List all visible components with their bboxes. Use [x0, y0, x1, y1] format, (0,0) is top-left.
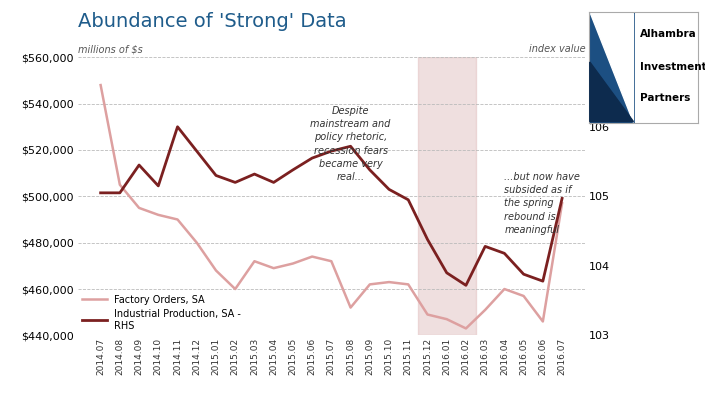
Text: index value: index value: [529, 45, 585, 54]
Text: Alhambra: Alhambra: [640, 29, 697, 39]
Text: Investment: Investment: [640, 63, 705, 72]
FancyBboxPatch shape: [589, 12, 634, 123]
Legend: Factory Orders, SA, Industrial Production, SA -
RHS: Factory Orders, SA, Industrial Productio…: [82, 295, 241, 330]
Text: millions of $s: millions of $s: [78, 45, 142, 54]
Text: ...but now have
subsided as if
the spring
rebound is
meaningful: ...but now have subsided as if the sprin…: [504, 172, 580, 235]
Polygon shape: [590, 13, 634, 121]
Text: Partners: Partners: [640, 93, 690, 103]
Text: Abundance of 'Strong' Data: Abundance of 'Strong' Data: [78, 12, 346, 31]
Text: Despite
mainstream and
policy rhetoric,
recession fears
became very
real...: Despite mainstream and policy rhetoric, …: [310, 106, 391, 182]
Bar: [418, 57, 476, 335]
Polygon shape: [590, 62, 634, 121]
